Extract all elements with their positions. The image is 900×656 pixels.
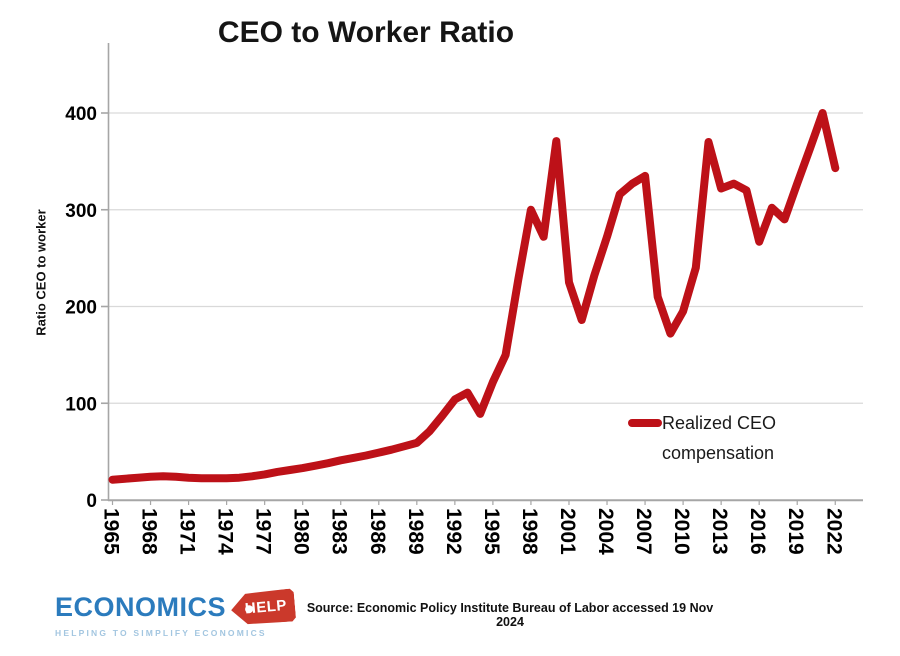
logo-tagline: HELPING TO SIMPLIFY ECONOMICS: [55, 628, 267, 638]
svg-text:1980: 1980: [290, 508, 313, 555]
legend-line-swatch: [628, 419, 662, 427]
svg-text:2016: 2016: [746, 508, 769, 555]
economicshelp-logo: ECONOMICS HELP HELPING TO SIMPLIFY ECONO…: [55, 591, 295, 638]
svg-text:400: 400: [65, 104, 97, 125]
price-tag-icon: HELP: [230, 588, 297, 626]
svg-text:300: 300: [65, 201, 97, 222]
svg-text:1989: 1989: [404, 508, 427, 555]
footer: ECONOMICS HELP HELPING TO SIMPLIFY ECONO…: [0, 585, 900, 656]
svg-text:1995: 1995: [480, 508, 503, 555]
svg-text:1986: 1986: [366, 508, 389, 555]
svg-text:0: 0: [86, 491, 97, 512]
chart-title: CEO to Worker Ratio: [217, 16, 515, 49]
svg-text:2019: 2019: [784, 508, 807, 555]
svg-text:1977: 1977: [252, 508, 275, 555]
svg-text:100: 100: [65, 394, 97, 415]
gridlines: [108, 112, 863, 404]
svg-text:2013: 2013: [708, 508, 731, 555]
svg-text:1965: 1965: [100, 508, 123, 555]
svg-text:1992: 1992: [442, 508, 465, 555]
svg-text:2004: 2004: [594, 508, 617, 555]
svg-text:1971: 1971: [176, 508, 199, 555]
legend: Realized CEO compensation: [628, 408, 790, 468]
series-line: [108, 109, 840, 484]
svg-text:2007: 2007: [632, 508, 655, 555]
logo-wordmark: ECONOMICS: [55, 592, 227, 622]
y-axis-tick-labels: 0 100 200 300 400: [65, 104, 97, 512]
legend-label: Realized CEO compensation: [662, 413, 777, 463]
svg-text:1998: 1998: [518, 508, 541, 555]
x-axis-tick-labels: 1965 1968 1971 1974 1977 1980 1983 1986 1989 1992…: [100, 508, 846, 555]
axes: [101, 43, 863, 505]
logo-row: ECONOMICS HELP: [55, 591, 295, 624]
svg-text:200: 200: [65, 298, 97, 319]
svg-text:1983: 1983: [328, 508, 351, 555]
svg-text:2010: 2010: [670, 508, 693, 555]
svg-text:1974: 1974: [214, 508, 237, 555]
svg-text:1968: 1968: [138, 508, 161, 555]
svg-text:2022: 2022: [822, 508, 845, 555]
source-note: Source: Economic Policy Institute Bureau…: [306, 601, 714, 629]
svg-text:2001: 2001: [556, 508, 579, 555]
